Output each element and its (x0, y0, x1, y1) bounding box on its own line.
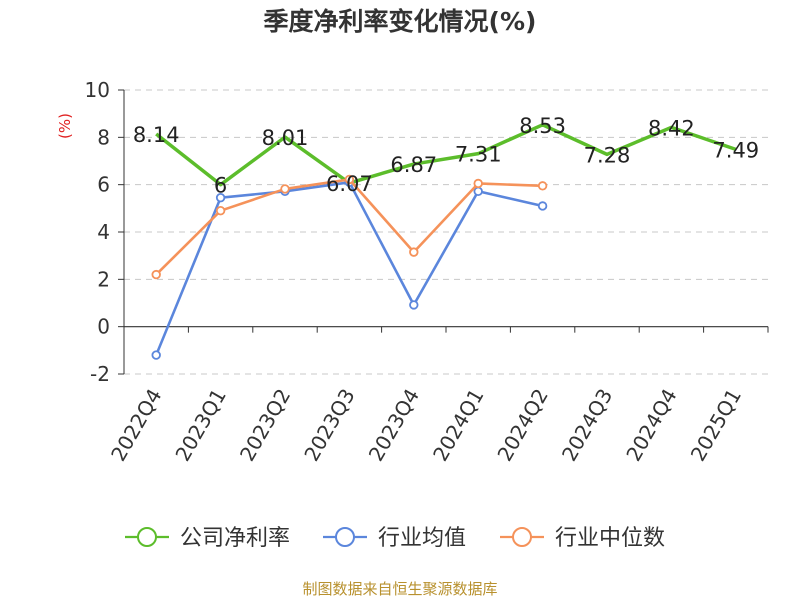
data-label: 6 (214, 174, 227, 198)
data-label: 7.28 (584, 143, 631, 167)
x-tick-label: 2023Q4 (364, 385, 424, 466)
data-point (151, 269, 161, 280)
chart-title: 季度净利率变化情况(%) (263, 7, 537, 36)
legend-label: 公司净利率 (180, 526, 290, 551)
y-axis-label: (%) (56, 113, 74, 139)
data-point (537, 201, 548, 211)
axes (118, 89, 769, 375)
data-label: 8.42 (648, 116, 695, 140)
data-label: 8.14 (133, 123, 180, 147)
data-point (344, 174, 355, 185)
data-point (473, 178, 483, 189)
y-tick-label: 10 (85, 78, 110, 102)
x-tick-label: 2023Q2 (235, 385, 295, 466)
x-tick-label: 2023Q1 (170, 385, 230, 466)
data-label: 7.31 (455, 143, 502, 167)
data-point (409, 300, 419, 310)
y-tick-label: 4 (97, 220, 110, 244)
footer-source: 制图数据来自恒生聚源数据库 (302, 580, 498, 598)
data-point (409, 247, 419, 257)
x-tick-labels: 2022Q4 2023Q1 2023Q2 2023Q3 2023Q4 2024Q1 2024… (106, 385, 746, 466)
y-tick-labels: -2 0 2 4 6 8 10 (85, 78, 110, 386)
data-point (537, 181, 548, 191)
data-point (151, 350, 161, 360)
legend-item: 行业均值 (323, 526, 466, 551)
data-labels: 8.14 6 8.01 6.07 6.87 7.31 8.53 7.28 8.42 7.49 (133, 114, 759, 198)
legend-item: 行业中位数 (500, 526, 665, 551)
y-tick-label: 0 (97, 315, 110, 339)
x-tick-label: 2022Q4 (106, 385, 166, 466)
data-label: 8.53 (519, 114, 566, 138)
data-point (473, 186, 483, 196)
x-tick-label: 2024Q4 (621, 385, 681, 466)
grid-lines (124, 89, 768, 375)
x-tick-label: 2024Q3 (557, 385, 617, 466)
series-line (154, 181, 543, 356)
data-point (280, 184, 290, 194)
legend: 公司净利率 行业均值 行业中位数 (125, 526, 665, 551)
y-tick-label: -2 (90, 362, 110, 386)
data-point (215, 192, 226, 203)
series-line (155, 123, 737, 187)
series-lines (151, 123, 737, 360)
data-label: 7.49 (712, 138, 759, 162)
x-tick-label: 2025Q1 (686, 385, 746, 466)
x-tick-label: 2023Q3 (299, 385, 359, 466)
data-label: 6.07 (326, 172, 373, 196)
x-tick-label: 2024Q2 (492, 385, 552, 466)
legend-marker (512, 527, 532, 547)
x-tick-label: 2024Q1 (428, 385, 488, 466)
data-label: 6.87 (390, 153, 437, 177)
legend-marker (137, 527, 157, 547)
legend-marker (335, 527, 355, 547)
legend-item: 公司净利率 (125, 526, 290, 551)
y-tick-label: 6 (97, 173, 110, 197)
data-point (215, 205, 226, 216)
legend-label: 行业中位数 (555, 526, 665, 551)
y-tick-label: 2 (97, 267, 110, 291)
data-label: 8.01 (262, 126, 309, 150)
y-tick-label: 8 (97, 125, 110, 149)
legend-label: 行业均值 (378, 526, 466, 551)
